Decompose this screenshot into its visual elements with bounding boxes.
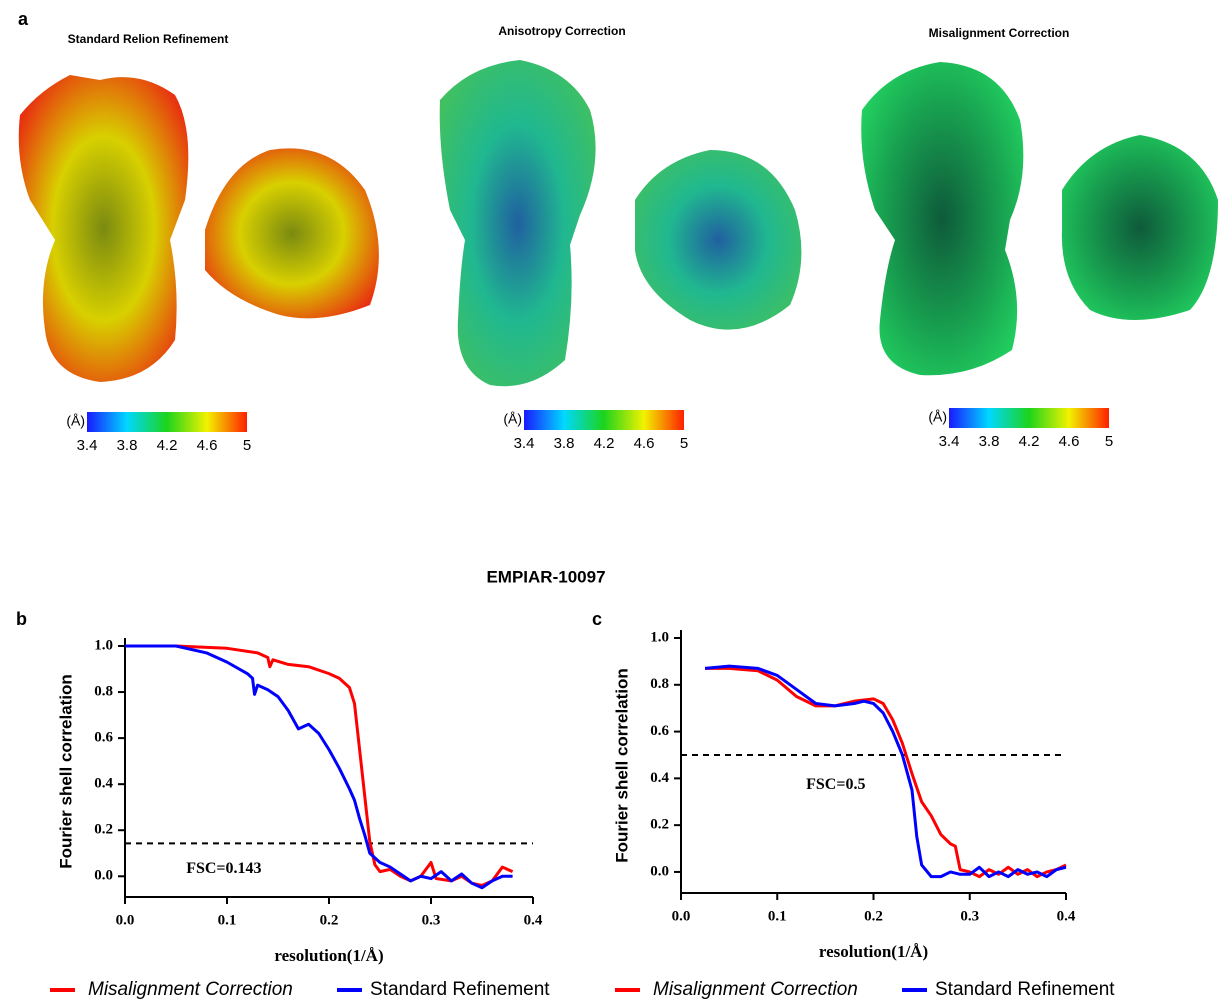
- legend-label: Misalignment Correction: [653, 979, 858, 1000]
- y-tick-label: 0.8: [650, 676, 669, 692]
- colorbar-unit: (Å): [66, 413, 85, 429]
- colorbar-unit: (Å): [928, 409, 947, 425]
- x-tick-label: 0.3: [960, 908, 979, 924]
- y-tick-label: 1.0: [650, 629, 669, 645]
- y-tick-label: 1.0: [94, 637, 113, 653]
- colorbar-tick-label: 4.6: [197, 437, 218, 454]
- x-tick-label: 0.0: [116, 912, 135, 928]
- x-tick-label: 0.2: [864, 908, 883, 924]
- colorbar-tick-label: 3.8: [117, 437, 138, 454]
- map-title: Misalignment Correction: [929, 26, 1070, 40]
- colorbar-tick-label: 3.8: [979, 433, 1000, 450]
- legend-label: Standard Refinement: [935, 979, 1115, 1000]
- threshold-label: FSC=0.143: [186, 860, 261, 877]
- colorbar: [949, 408, 1109, 428]
- x-axis-label: resolution(1/Å): [274, 946, 383, 965]
- y-tick-label: 0.0: [650, 863, 669, 879]
- fsc-curve: [704, 664, 1067, 879]
- y-tick-label: 0.2: [94, 822, 113, 838]
- fsc-curve: [125, 644, 514, 887]
- density-maps: [18, 60, 1218, 387]
- colorbar-tick-label: 4.6: [1059, 433, 1080, 450]
- y-tick-label: 0.2: [650, 817, 669, 833]
- panel-label: c: [592, 609, 602, 629]
- fsc-curve: [125, 644, 513, 890]
- y-tick-label: 0.8: [94, 683, 113, 699]
- x-tick-label: 0.1: [768, 908, 787, 924]
- colorbar-tick-label: 3.4: [514, 435, 535, 452]
- colorbar-unit: (Å): [503, 411, 522, 427]
- y-axis-label: Fourier shell correlation: [612, 668, 631, 863]
- map-title: Standard Relion Refinement: [68, 32, 229, 46]
- colorbar-tick-label: 3.8: [554, 435, 575, 452]
- map-title: Anisotropy Correction: [498, 24, 625, 38]
- colorbar: [524, 410, 684, 430]
- colorbar-tick-label: 3.4: [77, 437, 98, 454]
- x-tick-label: 0.4: [524, 912, 543, 928]
- colorbar-tick-label: 4.6: [634, 435, 655, 452]
- x-axis-label: resolution(1/Å): [819, 942, 928, 961]
- colorbar-tick-label: 4.2: [1019, 433, 1040, 450]
- x-tick-label: 0.3: [422, 912, 441, 928]
- colorbar: [87, 412, 247, 432]
- colorbar-tick-label: 4.2: [157, 437, 178, 454]
- y-tick-label: 0.6: [650, 723, 669, 739]
- legend-label: Misalignment Correction: [88, 979, 293, 1000]
- y-tick-label: 0.6: [94, 730, 113, 746]
- x-tick-label: 0.1: [218, 912, 237, 928]
- y-tick-label: 0.4: [650, 770, 669, 786]
- colorbar-tick-label: 5: [1105, 433, 1113, 450]
- panel-label: b: [16, 609, 27, 629]
- colorbar-tick-label: 5: [680, 435, 688, 452]
- x-tick-label: 0.2: [320, 912, 339, 928]
- colorbar-tick-label: 4.2: [594, 435, 615, 452]
- colorbar-tick-label: 5: [243, 437, 251, 454]
- y-axis-label: Fourier shell correlation: [56, 674, 75, 869]
- panel-label: a: [18, 9, 29, 29]
- y-tick-label: 0.0: [94, 868, 113, 884]
- figure-title: EMPIAR-10097: [486, 567, 605, 586]
- fsc-curve: [705, 666, 1067, 879]
- y-tick-label: 0.4: [94, 776, 113, 792]
- x-tick-label: 0.0: [672, 908, 691, 924]
- threshold-label: FSC=0.5: [806, 776, 865, 793]
- x-tick-label: 0.4: [1057, 908, 1076, 924]
- legend-label: Standard Refinement: [370, 979, 550, 1000]
- colorbar-tick-label: 3.4: [939, 433, 960, 450]
